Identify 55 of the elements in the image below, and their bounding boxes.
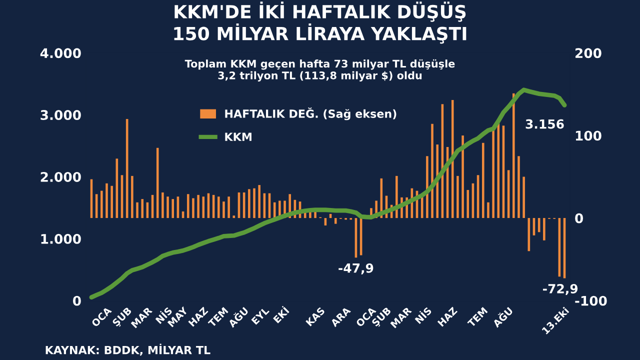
bar <box>522 176 525 218</box>
bar <box>106 183 108 218</box>
legend-label: KKM <box>225 132 252 141</box>
y2-tick-label: -100 <box>575 296 607 306</box>
bar <box>253 188 256 218</box>
bar <box>497 122 500 218</box>
bar <box>492 130 494 218</box>
bar <box>136 202 138 218</box>
bar <box>228 196 230 218</box>
bar <box>543 218 546 240</box>
bar <box>131 176 134 218</box>
bar <box>466 190 470 218</box>
text: Toplam KKM geçen hafta 73 milyar TL düşüşle 3,2 trilyon TL (113,8 milyar $) oldu <box>184 59 455 82</box>
data-label: 3.156 <box>526 119 564 129</box>
y2-tick-label: 0 <box>575 213 584 224</box>
bar <box>166 196 169 218</box>
data-label: -47,9 <box>338 263 374 274</box>
bar <box>518 156 520 218</box>
bar <box>192 198 194 218</box>
chart-title: KKM'DE İKİ HAFTALIK DÜŞÜŞ 150 MİLYAR LİRAYA YAKLAŞTI <box>174 2 466 44</box>
bar <box>482 142 484 218</box>
bar <box>186 194 190 218</box>
bar <box>456 176 459 218</box>
legend-label: HAFTALIK DEĞ. (Sağ eksen) <box>225 108 396 120</box>
bar <box>314 211 316 218</box>
bar <box>197 194 200 218</box>
bar <box>451 100 454 218</box>
bar <box>487 202 490 218</box>
bar <box>156 148 159 218</box>
bar <box>162 192 164 218</box>
bar <box>141 199 144 218</box>
data-label: -72,9 <box>543 284 578 296</box>
bar <box>202 196 205 218</box>
x-tick-label: EYL <box>251 306 270 325</box>
bar <box>462 135 464 218</box>
bar <box>258 185 260 218</box>
bar <box>172 199 174 218</box>
bar <box>218 196 220 218</box>
bar <box>100 190 103 218</box>
bar <box>512 93 515 218</box>
x-tick-label: NİS <box>413 306 432 324</box>
y2-tick-label: 200 <box>576 48 602 58</box>
y2-tick-label: 100 <box>576 130 602 141</box>
bar <box>222 202 225 218</box>
bar <box>431 124 434 218</box>
y-tick-label: 2.000 <box>40 172 81 182</box>
bar <box>334 218 337 224</box>
bar <box>248 189 250 218</box>
y-tick-label: 3.000 <box>40 110 81 120</box>
y-tick-label: 4.000 <box>40 48 81 58</box>
y-tick-label: 1.000 <box>41 234 81 244</box>
bar <box>110 186 113 218</box>
text: KAYNAK: BDDK, MİLYAR TL <box>46 344 210 356</box>
y-tick-label: 0 <box>72 296 81 306</box>
bar <box>426 156 428 218</box>
